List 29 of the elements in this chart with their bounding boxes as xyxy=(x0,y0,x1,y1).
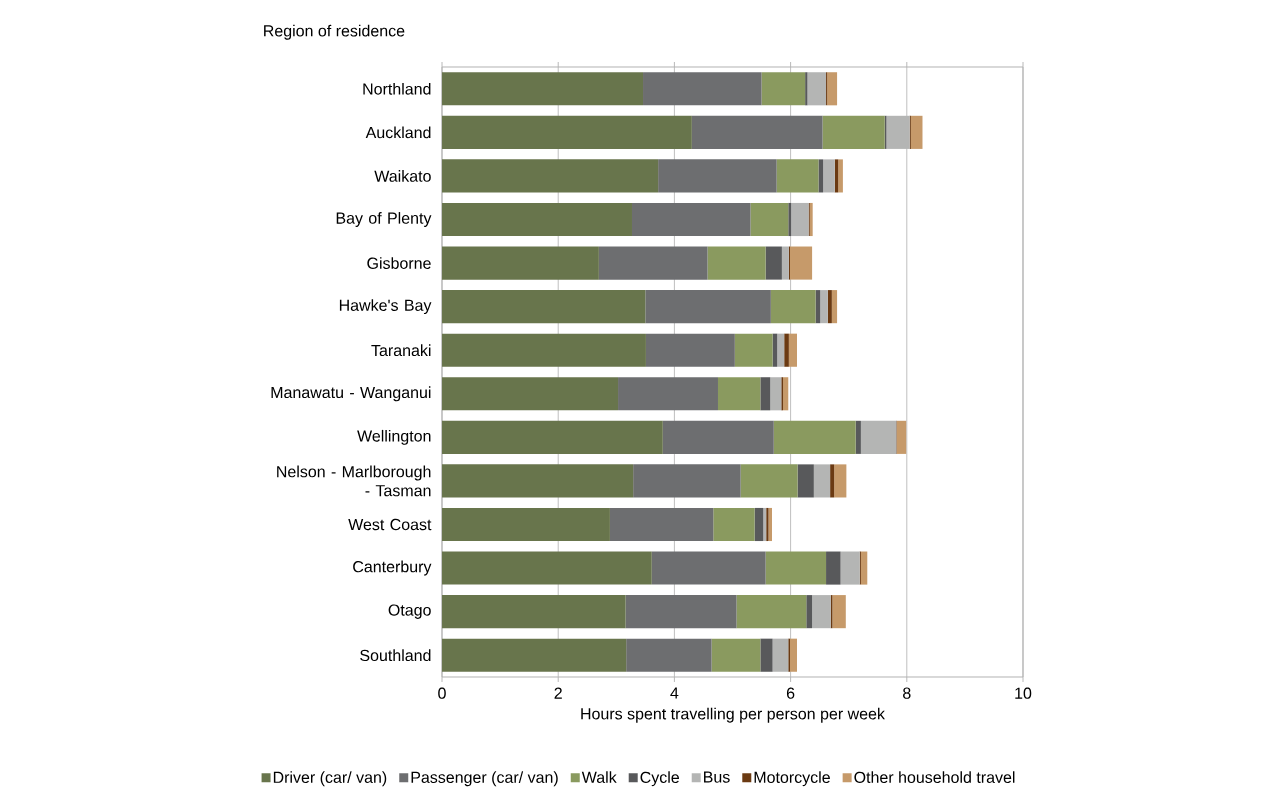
x-tick-label: 8 xyxy=(903,687,911,699)
y-tick-label: Southland xyxy=(360,649,431,662)
legend-label: Driver (car/ van) xyxy=(273,771,387,787)
x-axis-title: Hours spent travelling per person per week xyxy=(581,707,885,723)
y-tick-label: West Coast xyxy=(348,518,432,531)
x-tick-label: 0 xyxy=(438,687,446,699)
y-tick-label: Manawatu - Wanganui xyxy=(271,386,431,402)
y-tick-label: Waikato xyxy=(374,170,431,182)
y-tick-label: Wellington xyxy=(357,429,431,445)
y-tick-label: Auckland xyxy=(365,126,431,139)
y-tick-label: Nelson - Marlborough - Tasman xyxy=(277,465,431,497)
legend-label: Bus xyxy=(704,771,730,783)
legend-label: Walk xyxy=(581,771,617,784)
y-axis-title: Region of residence xyxy=(264,24,405,40)
x-tick-label: 6 xyxy=(786,687,795,699)
y-tick-label: Canterbury xyxy=(353,560,432,576)
y-tick-label: Bay of Plenty xyxy=(336,212,432,227)
legend-label: Passenger (car/ van) xyxy=(411,771,558,787)
legend-label: Other household travel xyxy=(854,771,1015,784)
y-tick-label: Hawke's Bay xyxy=(339,299,432,315)
legend-label: Cycle xyxy=(640,771,679,787)
y-tick-label: Taranaki xyxy=(371,344,431,357)
legend-label: Motorcycle xyxy=(754,771,830,787)
y-tick-label: Gisborne xyxy=(367,257,431,269)
y-tick-label: Otago xyxy=(388,604,431,619)
x-tick-label: 2 xyxy=(554,687,562,699)
y-tick-label: Northland xyxy=(363,82,431,95)
x-tick-label: 10 xyxy=(1015,687,1032,699)
x-tick-label: 4 xyxy=(670,687,679,699)
